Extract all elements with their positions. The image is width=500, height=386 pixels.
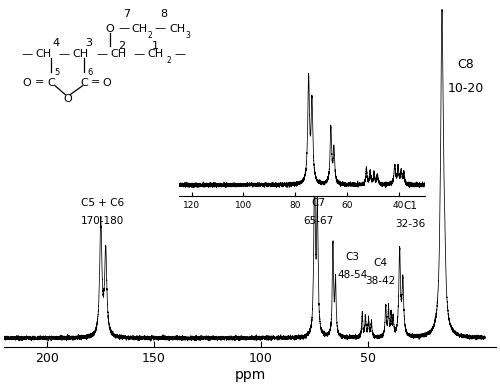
Text: C3: C3 bbox=[346, 252, 360, 262]
Text: C5 + C6: C5 + C6 bbox=[81, 198, 124, 208]
Text: 170-180: 170-180 bbox=[81, 216, 124, 226]
Text: C7: C7 bbox=[312, 198, 326, 208]
X-axis label: ppm: ppm bbox=[234, 368, 266, 382]
Text: C8: C8 bbox=[458, 58, 474, 71]
Text: 32-36: 32-36 bbox=[395, 219, 426, 229]
Text: 38-42: 38-42 bbox=[366, 276, 396, 286]
Text: C1: C1 bbox=[404, 201, 417, 211]
Text: 48-54: 48-54 bbox=[338, 271, 368, 280]
Text: 65-67: 65-67 bbox=[304, 216, 334, 226]
Text: C2: C2 bbox=[290, 131, 304, 141]
Text: 73-75: 73-75 bbox=[282, 149, 312, 159]
Text: C4: C4 bbox=[374, 258, 388, 268]
Text: 10-20: 10-20 bbox=[448, 82, 484, 95]
